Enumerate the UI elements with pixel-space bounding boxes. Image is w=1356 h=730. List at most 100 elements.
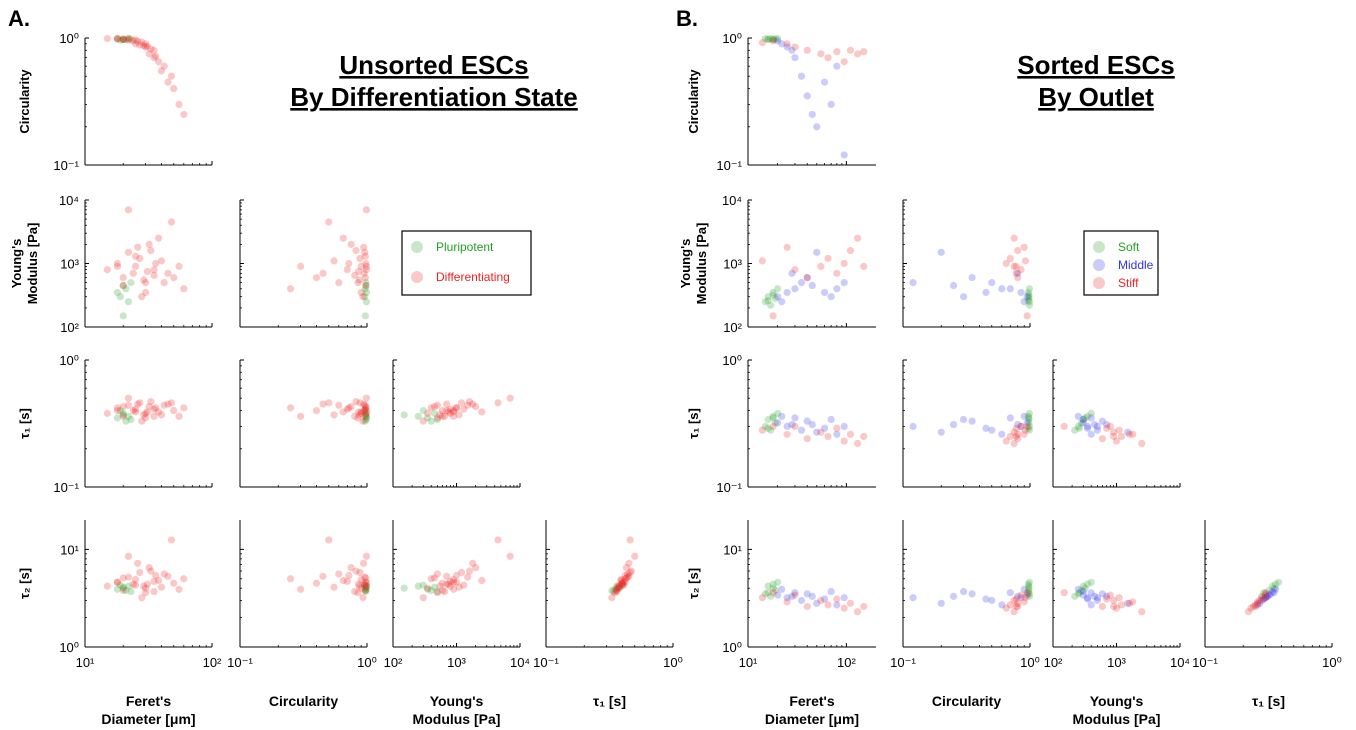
subplot-a-youngs-vs-feret: 10² 10³ 10⁴ bbox=[59, 193, 213, 335]
data-point-stiff bbox=[1021, 594, 1030, 602]
data-point-differentiating bbox=[457, 399, 466, 407]
x-axis-label-x_youngs: Modulus [Pa] bbox=[413, 711, 501, 727]
data-point-middle bbox=[791, 414, 799, 422]
subplot-b-circularity-vs-feret: 10⁻¹ 10⁰ bbox=[716, 31, 876, 173]
subplot-a-tau2-vs-circularity: 10⁻¹ 10⁰ bbox=[227, 520, 377, 670]
subplot-b-tau2-vs-tau1: 10⁻¹ 10⁰ bbox=[1192, 520, 1342, 670]
data-point-differentiating bbox=[617, 580, 625, 588]
data-point-middle bbox=[1263, 592, 1272, 600]
data-point-stiff bbox=[817, 596, 825, 605]
data-point-differentiating bbox=[465, 567, 474, 575]
data-point-differentiating bbox=[351, 271, 359, 279]
data-point-soft bbox=[761, 34, 769, 43]
data-point-middle bbox=[820, 595, 829, 603]
data-point-differentiating bbox=[438, 586, 447, 595]
data-point-middle bbox=[1254, 601, 1262, 609]
x-axis-label-x_tau1: τ₁ [s] bbox=[593, 693, 626, 709]
y-tick-label: 10⁻¹ bbox=[53, 480, 79, 495]
data-point-stiff bbox=[1109, 596, 1118, 605]
data-point-differentiating bbox=[478, 576, 486, 585]
y-tick-label: 10⁰ bbox=[59, 31, 79, 46]
data-point-differentiating bbox=[138, 594, 146, 602]
data-point-stiff bbox=[1010, 608, 1018, 616]
data-point-soft bbox=[764, 36, 772, 44]
data-point-differentiating bbox=[472, 402, 480, 411]
panel-a-title-line2: By Differentiation State bbox=[290, 82, 578, 112]
data-point-differentiating bbox=[449, 412, 458, 420]
legend-label-middle: Middle bbox=[1118, 258, 1154, 272]
data-point-middle bbox=[998, 285, 1006, 293]
data-point-differentiating bbox=[465, 398, 474, 406]
data-point-pluripotent bbox=[362, 415, 370, 424]
data-point-stiff bbox=[783, 243, 791, 251]
data-point-differentiating bbox=[343, 405, 351, 413]
data-point-differentiating bbox=[355, 276, 363, 284]
data-point-soft bbox=[1087, 578, 1095, 586]
data-point-pluripotent bbox=[122, 285, 130, 293]
data-point-differentiating bbox=[436, 582, 444, 590]
data-point-differentiating bbox=[147, 398, 155, 406]
data-point-stiff bbox=[1006, 254, 1014, 263]
legend-label-stiff: Stiff bbox=[1118, 276, 1139, 290]
data-point-differentiating bbox=[352, 567, 360, 575]
data-point-stiff bbox=[783, 430, 791, 438]
data-point-stiff bbox=[853, 234, 862, 242]
data-point-stiff bbox=[1129, 430, 1137, 438]
data-point-differentiating bbox=[339, 234, 347, 242]
data-point-pluripotent bbox=[362, 583, 370, 591]
data-point-differentiating bbox=[136, 41, 144, 49]
data-point-stiff bbox=[1249, 602, 1257, 611]
data-point-soft bbox=[771, 295, 780, 303]
data-point-differentiating bbox=[103, 34, 111, 43]
data-point-middle bbox=[1090, 420, 1099, 429]
x-axis-label-x_youngs: Modulus [Pa] bbox=[1073, 711, 1161, 727]
data-point-pluripotent bbox=[400, 411, 408, 419]
data-point-differentiating bbox=[180, 110, 188, 119]
data-point-pluripotent bbox=[362, 412, 371, 420]
data-point-differentiating bbox=[124, 36, 133, 44]
data-point-middle bbox=[840, 594, 848, 602]
data-point-stiff bbox=[769, 589, 777, 597]
data-point-stiff bbox=[846, 46, 855, 54]
legend-b: Soft Middle Stiff bbox=[1083, 230, 1159, 296]
x-axis-label-x_feret: Feret's bbox=[126, 693, 172, 709]
data-point-differentiating bbox=[438, 412, 447, 420]
data-point-differentiating bbox=[362, 406, 371, 415]
data-point-differentiating bbox=[355, 411, 363, 419]
data-point-differentiating bbox=[449, 408, 458, 416]
data-point-middle bbox=[803, 92, 811, 100]
data-point-pluripotent bbox=[362, 409, 370, 417]
data-point-differentiating bbox=[136, 399, 144, 407]
x-tick-label: 10⁰ bbox=[357, 655, 377, 670]
data-point-differentiating bbox=[433, 414, 441, 422]
data-point-pluripotent bbox=[400, 584, 408, 592]
data-point-pluripotent bbox=[124, 34, 133, 43]
data-point-differentiating bbox=[621, 578, 629, 586]
data-point-middle bbox=[1093, 422, 1101, 431]
y-tick-label: 10⁰ bbox=[722, 353, 742, 368]
legend-label-pluripotent: Pluripotent bbox=[436, 240, 494, 254]
data-point-stiff bbox=[1002, 437, 1010, 445]
data-point-middle bbox=[982, 595, 990, 603]
data-point-middle bbox=[1272, 585, 1280, 593]
data-point-differentiating bbox=[335, 570, 343, 578]
data-point-differentiating bbox=[339, 408, 347, 416]
data-point-soft bbox=[1077, 419, 1085, 427]
data-point-differentiating bbox=[441, 587, 449, 596]
data-point-differentiating bbox=[506, 552, 514, 560]
data-point-stiff bbox=[1020, 430, 1028, 438]
data-point-soft bbox=[769, 584, 777, 592]
data-point-differentiating bbox=[361, 248, 369, 256]
data-point-middle bbox=[791, 589, 799, 597]
data-point-pluripotent bbox=[361, 293, 369, 301]
y-axis-label-youngs: Young's bbox=[9, 239, 24, 289]
data-point-stiff bbox=[817, 262, 825, 271]
data-point-middle bbox=[813, 123, 821, 131]
data-point-differentiating bbox=[464, 573, 472, 581]
y-tick-label: 10³ bbox=[723, 257, 742, 272]
data-point-soft bbox=[1071, 426, 1079, 434]
data-point-stiff bbox=[1060, 589, 1068, 597]
y-tick-label: 10² bbox=[60, 320, 79, 335]
data-point-middle bbox=[788, 269, 796, 277]
